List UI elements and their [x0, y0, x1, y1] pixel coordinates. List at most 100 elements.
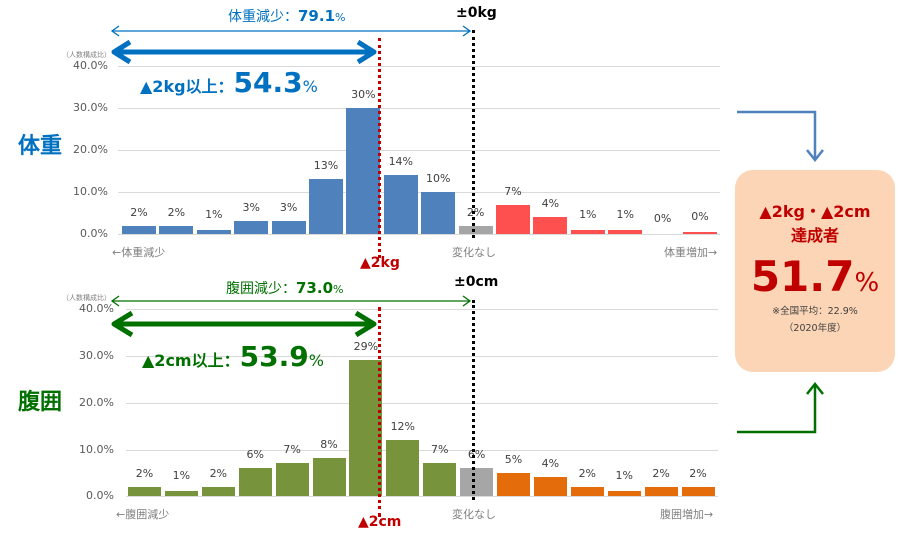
waist-zero-marker: ±0cm [454, 274, 499, 290]
weight-loss-total: 体重減少：79.1% [228, 7, 346, 25]
ytick: 40.0% [73, 59, 108, 72]
summary-year: （2020年度） [783, 323, 847, 334]
bar-value-label: 30% [351, 88, 376, 101]
chart-bar [570, 229, 605, 234]
waist-loss-total: 腹囲減少：73.0% [226, 279, 344, 297]
waist-axis-right: 腹囲増加→ [660, 508, 714, 521]
chart-bar [386, 439, 420, 496]
chart-bar [312, 458, 346, 496]
bar-value-label: 5% [504, 452, 523, 466]
weight-zero-line [472, 30, 475, 238]
weight-target-line [378, 38, 381, 258]
chart-bar [681, 486, 715, 496]
chart-bar [383, 175, 418, 234]
weight-target-marker: ▲2kg [360, 255, 400, 271]
chart-bar [159, 225, 194, 234]
bar-value-label: 1% [172, 469, 191, 483]
chart-bar [460, 467, 494, 496]
bar-value-label: 13% [313, 159, 339, 173]
bar-value-label: 2% [167, 205, 186, 219]
weight-target-summary: ▲2kg以上：54.3% [140, 66, 318, 99]
weight-section-title: 体重 [18, 134, 63, 159]
bar-value-label: 7% [430, 443, 449, 457]
chart-bar [570, 486, 604, 496]
chart-bar [349, 359, 383, 496]
chart-bar [497, 472, 530, 496]
ytick: 10.0% [73, 185, 108, 198]
waist-section-title: 腹囲 [18, 390, 63, 415]
bar-value-label: 2% [466, 205, 485, 219]
bar-value-label: 1% [616, 207, 634, 221]
bar-value-label: 4% [541, 197, 560, 211]
waist-target-marker: ▲2cm [358, 514, 402, 530]
chart-bar [275, 463, 309, 496]
chart-bar [683, 232, 717, 234]
chart-bar [608, 229, 643, 234]
weight-loss-range-arrow [110, 25, 472, 37]
weight-axis-right: 体重増加→ [664, 246, 718, 259]
summary-value: 51.7% [750, 252, 880, 301]
bar-value-label: 8% [320, 438, 338, 452]
chart-bar [196, 229, 231, 234]
bar-value-label: 2% [209, 466, 228, 480]
bar-value-label: 4% [541, 457, 560, 471]
chart-bar [421, 192, 456, 234]
bar-value-label: 1% [205, 207, 223, 221]
chart-bar [496, 204, 530, 234]
weight-unit-note: （人数構成比） [62, 51, 111, 59]
chart-bar [164, 491, 198, 496]
waist-target-range-arrow [111, 311, 377, 337]
waist-axis-center: 変化なし [452, 508, 496, 521]
bar-value-label: 2% [130, 205, 148, 219]
bar-value-label: 0% [653, 212, 672, 225]
waist-to-summary-arrow-icon [737, 381, 824, 434]
waist-unit-note: （人数構成比） [62, 294, 111, 302]
bar-value-label: 3% [279, 201, 298, 215]
bar-value-label: 0% [691, 210, 709, 223]
bar-value-label: 6% [246, 447, 264, 461]
waist-target-summary: ▲2cm以上：53.9% [142, 340, 324, 373]
bar-value-label: 1% [615, 469, 633, 483]
summary-national-average: ※全国平均：22.9% [772, 306, 858, 317]
ytick: 10.0% [79, 443, 114, 456]
weight-zero-marker: ±0kg [456, 5, 497, 21]
bar-value-label: 12% [390, 419, 416, 433]
waist-zero-line [472, 300, 475, 500]
chart-bar [644, 486, 678, 496]
bar-value-label: 14% [388, 155, 414, 169]
chart-bar [533, 477, 567, 496]
achiever-summary-box: ▲2kg・▲2cm 達成者 51.7% ※全国平均：22.9% （2020年度） [735, 170, 895, 372]
ytick: 20.0% [79, 396, 114, 409]
chart-bar [423, 463, 457, 496]
waist-target-line [378, 307, 381, 517]
chart-bar [309, 179, 343, 234]
ytick: 30.0% [79, 349, 114, 362]
weight-axis-left: ←体重減少 [112, 246, 166, 259]
bar-value-label: 2% [652, 466, 670, 480]
weight-to-summary-arrow-icon [737, 110, 824, 163]
weight-axis-center: 変化なし [452, 246, 496, 259]
summary-line2: 達成者 [790, 226, 839, 245]
bar-value-label: 1% [579, 207, 597, 221]
chart-bar [346, 108, 381, 234]
bar-value-label: 2% [689, 466, 707, 480]
chart-bar [271, 221, 306, 234]
ytick: 40.0% [79, 302, 114, 315]
bar-value-label: 2% [578, 466, 597, 480]
ytick: 30.0% [73, 101, 108, 114]
chart-bar [458, 225, 493, 234]
bar-value-label: 10% [425, 172, 451, 185]
chart-bar [533, 217, 568, 234]
bar-value-label: 7% [283, 443, 301, 457]
chart-bar [607, 491, 641, 496]
chart-bar [234, 221, 269, 234]
chart-bar [128, 486, 161, 496]
weight-target-range-arrow [111, 40, 377, 64]
waist-axis-left: ←腹囲減少 [116, 508, 170, 521]
chart-bar [238, 467, 272, 496]
bar-value-label: 29% [353, 339, 379, 353]
summary-line1: ▲2kg・▲2cm [759, 202, 871, 221]
ytick: 0.0% [86, 489, 114, 502]
bar-value-label: 3% [242, 201, 260, 215]
bar-value-label: 7% [504, 184, 522, 198]
